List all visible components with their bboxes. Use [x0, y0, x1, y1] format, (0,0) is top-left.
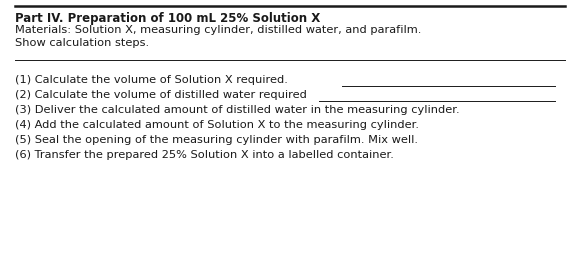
Text: Materials: Solution X, measuring cylinder, distilled water, and parafilm.: Materials: Solution X, measuring cylinde…: [15, 25, 421, 35]
Text: (6) Transfer the prepared 25% Solution X into a labelled container.: (6) Transfer the prepared 25% Solution X…: [15, 150, 394, 160]
Text: (4) Add the calculated amount of Solution X to the measuring cylinder.: (4) Add the calculated amount of Solutio…: [15, 120, 419, 130]
Text: (3) Deliver the calculated amount of distilled water in the measuring cylinder.: (3) Deliver the calculated amount of dis…: [15, 105, 459, 115]
Text: (5) Seal the opening of the measuring cylinder with parafilm. Mix well.: (5) Seal the opening of the measuring cy…: [15, 135, 418, 145]
Text: (2) Calculate the volume of distilled water required: (2) Calculate the volume of distilled wa…: [15, 90, 307, 100]
Text: (1) Calculate the volume of Solution X required.: (1) Calculate the volume of Solution X r…: [15, 75, 288, 85]
Text: Show calculation steps.: Show calculation steps.: [15, 38, 149, 48]
Text: Part IV. Preparation of 100 mL 25% Solution X: Part IV. Preparation of 100 mL 25% Solut…: [15, 12, 320, 25]
